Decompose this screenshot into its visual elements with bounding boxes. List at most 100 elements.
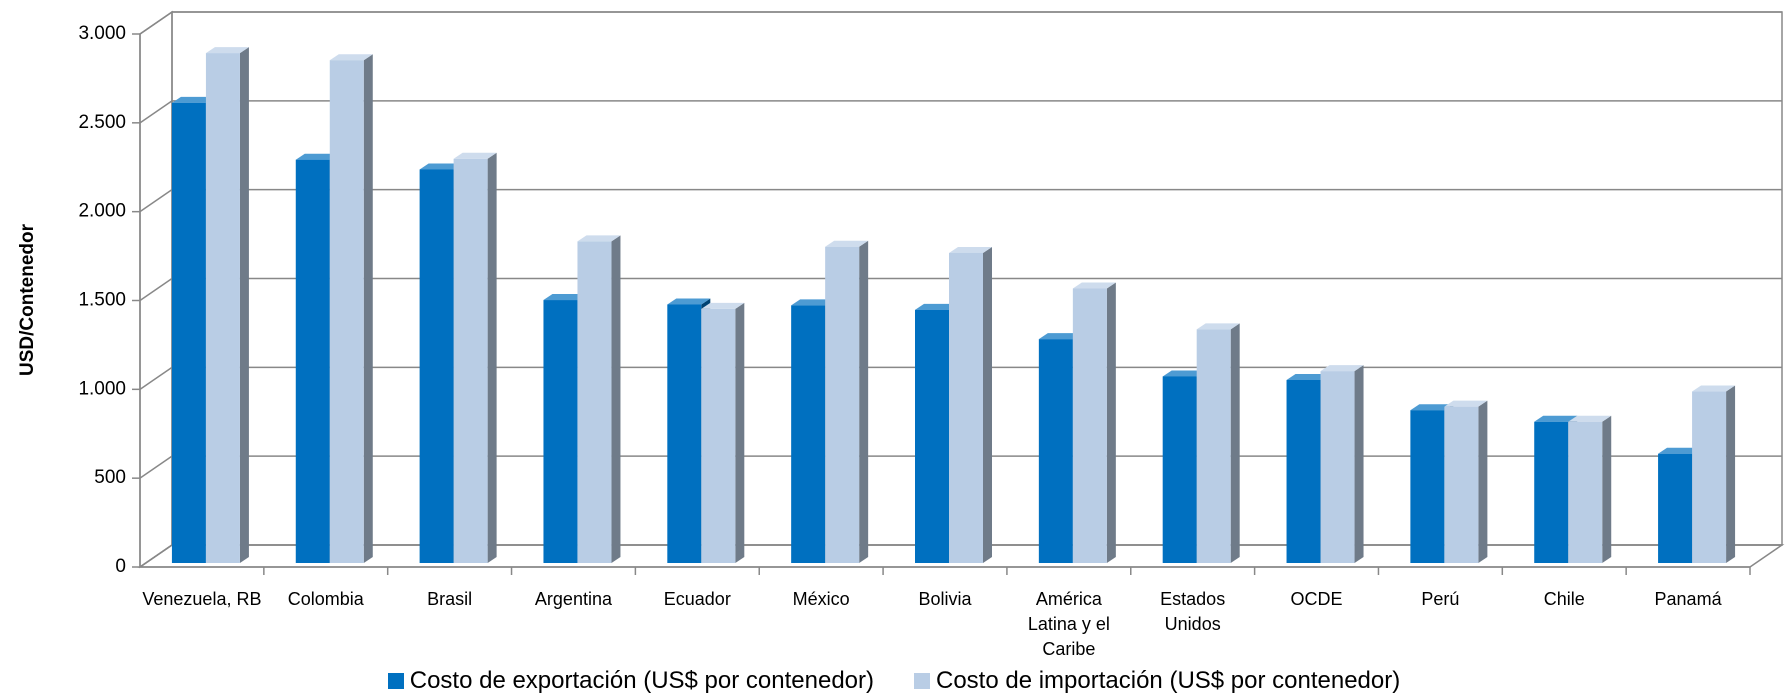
x-tick-label: Venezuela, RB — [142, 589, 262, 609]
bar-top — [1196, 323, 1240, 330]
bar-top — [453, 152, 497, 159]
bar-top — [667, 298, 711, 305]
bar-side — [1478, 400, 1488, 563]
bar-side — [859, 240, 869, 563]
bar-front — [701, 308, 736, 563]
bar — [1072, 282, 1116, 563]
bar-front — [791, 305, 826, 563]
bar-front — [1162, 376, 1197, 563]
bar-top — [1072, 282, 1116, 289]
bar-front — [1692, 391, 1727, 563]
bar-top — [1692, 385, 1736, 392]
bar-front — [419, 169, 454, 564]
bar-top — [1534, 415, 1578, 422]
bar — [825, 240, 869, 563]
bar — [949, 246, 992, 563]
bar-top — [205, 47, 249, 54]
legend-item: Costo de exportación (US$ por contenedor… — [387, 667, 874, 694]
bar-top — [329, 54, 373, 61]
grid-line-side — [139, 544, 173, 568]
grid-line-side — [139, 455, 173, 479]
x-tick-label: Bolivia — [918, 589, 972, 609]
x-tick-label: Argentina — [534, 589, 612, 609]
bar-side — [983, 246, 992, 563]
y-tick-label: 500 — [94, 467, 126, 488]
bar-top — [825, 240, 869, 247]
bar-top — [1658, 447, 1702, 454]
bar-front — [1320, 371, 1355, 563]
y-tick-label: 1.500 — [78, 290, 126, 311]
y-tick-label: 0 — [115, 556, 126, 577]
y-tick-label: 1.000 — [78, 378, 126, 399]
x-tick-label: Brasil — [427, 589, 473, 609]
bar-front — [329, 60, 364, 563]
bar-top — [1568, 415, 1612, 422]
bar-front — [1410, 410, 1445, 563]
bar-front — [825, 246, 860, 563]
y-tick-label: 3.000 — [78, 23, 126, 44]
x-tick-label: Estados Unidos — [1160, 589, 1226, 634]
bar-top — [577, 235, 621, 242]
bar — [1196, 323, 1240, 563]
bar-front — [205, 53, 240, 563]
bar-top — [1410, 404, 1454, 411]
bar-front — [1444, 406, 1479, 563]
bar-side — [1354, 365, 1364, 563]
bar-side — [239, 47, 249, 563]
bar-front — [543, 300, 578, 563]
legend-swatch — [914, 673, 930, 689]
x-tick-label: México — [792, 589, 850, 609]
bar-side — [487, 152, 497, 563]
bar-top — [1444, 400, 1488, 407]
grid-line-side — [139, 366, 173, 390]
bar-top — [791, 299, 835, 306]
bar — [1444, 400, 1488, 563]
bar — [453, 152, 497, 563]
bar-top — [701, 302, 745, 309]
bar-top — [1286, 374, 1330, 381]
bar — [1320, 365, 1364, 563]
bar — [329, 54, 373, 563]
grid-line-side — [139, 189, 173, 213]
grid-line-side — [139, 277, 173, 302]
bar-front — [295, 159, 330, 564]
legend-swatch — [387, 673, 404, 689]
bar-front — [915, 309, 949, 563]
bar-side — [1726, 385, 1736, 563]
bar-side — [363, 54, 373, 563]
legend: Costo de exportación (US$ por contenedor… — [0, 668, 1788, 694]
x-tick-label: América Latina y el Caribe — [1027, 589, 1110, 659]
bar-front — [577, 241, 612, 563]
bar-front — [1196, 329, 1231, 563]
bar-side — [1602, 415, 1612, 563]
grid-line-side — [139, 100, 173, 124]
bar-top — [915, 303, 958, 310]
bar-front — [1658, 453, 1693, 563]
bar-side — [1106, 282, 1116, 563]
bar-top — [1038, 333, 1082, 340]
x-tick-label: Perú — [1421, 589, 1460, 609]
legend-label: Costo de importación (US$ por contenedor… — [936, 667, 1401, 694]
bar-front — [949, 252, 983, 563]
bar-side — [611, 235, 621, 563]
bar-front — [171, 102, 206, 564]
y-tick-label: 2.500 — [78, 112, 126, 133]
bar — [577, 235, 621, 563]
bar-front — [1038, 339, 1073, 563]
bar-top — [419, 163, 463, 170]
bar-top — [543, 294, 587, 301]
y-tick-label: 2.000 — [78, 201, 126, 222]
bar-front — [1072, 288, 1107, 563]
bar — [1568, 415, 1612, 563]
bar — [1692, 385, 1736, 563]
x-tick-label: Panamá — [1654, 589, 1722, 609]
legend-label: Costo de exportación (US$ por contenedor… — [409, 667, 874, 694]
bar-front — [453, 158, 488, 563]
bar-top — [171, 96, 215, 103]
bar-top — [1162, 370, 1206, 377]
bar — [701, 302, 745, 563]
x-tick-label: Colombia — [287, 589, 364, 609]
bar-top — [1320, 365, 1364, 372]
legend-item: Costo de importación (US$ por contenedor… — [914, 668, 1400, 694]
